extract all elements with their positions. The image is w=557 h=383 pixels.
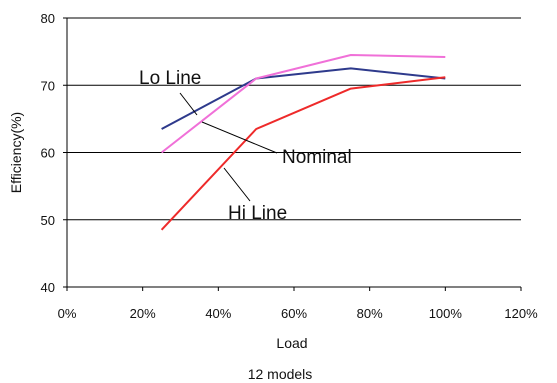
x-tick-label: 20% xyxy=(130,306,156,321)
series-annotation-label: Nominal xyxy=(282,147,352,168)
y-tick-label: 80 xyxy=(41,11,55,26)
annotation-leader-line xyxy=(179,92,198,116)
series-line-nominal xyxy=(160,54,446,154)
series-annotation-label: Hi Line xyxy=(228,203,287,224)
y-tick-label: 60 xyxy=(41,146,55,161)
x-tick-label: 0% xyxy=(58,306,77,321)
annotation-leader-line xyxy=(223,167,251,202)
x-tick-label: 80% xyxy=(357,306,383,321)
annotation-leader-line xyxy=(201,121,278,154)
y-axis-title: Efficiency(%) xyxy=(8,112,24,193)
series-annotation-label: Lo Line xyxy=(139,68,201,89)
series-lines xyxy=(160,54,446,231)
y-tick-label: 50 xyxy=(41,213,55,228)
chart-caption: 12 models xyxy=(248,366,313,382)
annotations: Lo Line Nominal Hi Line xyxy=(139,68,352,224)
series-line-lo-line xyxy=(161,67,446,130)
x-axis-ticks: 0% 20% 40% 60% 80% 100% 120% xyxy=(58,287,538,321)
x-tick-label: 40% xyxy=(205,306,231,321)
x-tick-label: 100% xyxy=(429,306,463,321)
x-tick-label: 120% xyxy=(504,306,538,321)
x-axis-title: Load xyxy=(276,335,307,351)
series-line-hi-line xyxy=(160,76,446,231)
y-tick-label: 40 xyxy=(41,280,55,295)
y-tick-label: 70 xyxy=(41,78,55,93)
grid-lines xyxy=(67,17,521,221)
y-axis-ticks: 40 50 60 70 80 xyxy=(41,11,67,295)
x-tick-label: 60% xyxy=(281,306,307,321)
